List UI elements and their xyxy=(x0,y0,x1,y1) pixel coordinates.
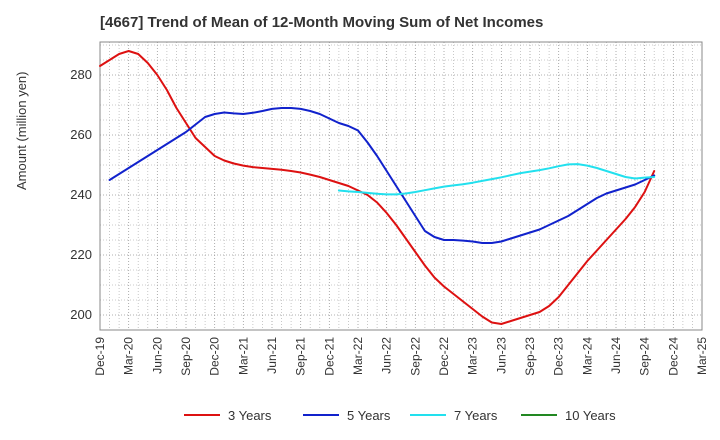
x-tick-label: Mar-20 xyxy=(122,337,136,375)
x-tick-label: Jun-20 xyxy=(150,337,164,374)
x-tick-label: Dec-20 xyxy=(208,337,222,376)
series-line-7-years xyxy=(337,163,656,196)
x-tick-label: Dec-21 xyxy=(322,337,336,376)
legend-swatch xyxy=(410,414,446,416)
chart-title: [4667] Trend of Mean of 12-Month Moving … xyxy=(100,14,544,31)
y-tick-label: 260 xyxy=(70,127,92,142)
x-tick-label: Sep-24 xyxy=(638,337,652,376)
x-tick-label: Jun-22 xyxy=(380,337,394,374)
x-tick-label: Dec-19 xyxy=(93,337,107,376)
x-tick-label: Sep-23 xyxy=(523,337,537,376)
legend: 3 Years 5 Years 7 Years 10 Years xyxy=(0,404,720,426)
legend-item: 3 Years xyxy=(184,404,271,426)
x-tick-label: Jun-24 xyxy=(609,337,623,374)
x-tick-label: Dec-24 xyxy=(666,337,680,376)
y-tick-label: 280 xyxy=(70,67,92,82)
legend-item: 7 Years xyxy=(410,404,497,426)
legend-label: 7 Years xyxy=(454,407,498,423)
x-tick-label: Sep-22 xyxy=(408,337,422,376)
y-tick-label: 220 xyxy=(70,247,92,262)
legend-swatch xyxy=(521,414,557,416)
legend-item: 5 Years xyxy=(303,404,390,426)
series-line-5-years xyxy=(108,107,656,244)
x-tick-label: Mar-22 xyxy=(351,337,365,375)
x-tick-label: Jun-23 xyxy=(494,337,508,374)
y-tick-label: 200 xyxy=(70,307,92,322)
legend-label: 3 Years xyxy=(228,407,272,423)
x-tick-label: Sep-21 xyxy=(294,337,308,376)
x-tick-label: Dec-22 xyxy=(437,337,451,376)
x-tick-label: Mar-21 xyxy=(236,337,250,375)
legend-swatch xyxy=(184,414,220,416)
legend-swatch xyxy=(303,414,339,416)
y-tick-label: 240 xyxy=(70,187,92,202)
x-tick-label: Jun-21 xyxy=(265,337,279,374)
plot-frame xyxy=(99,41,703,331)
x-tick-label: Mar-23 xyxy=(466,337,480,375)
x-tick-label: Mar-25 xyxy=(695,337,709,375)
x-tick-label: Sep-20 xyxy=(179,337,193,376)
legend-label: 5 Years xyxy=(347,407,391,423)
x-tick-label: Mar-24 xyxy=(580,337,594,375)
legend-label: 10 Years xyxy=(565,407,616,423)
x-tick-label: Dec-23 xyxy=(552,337,566,376)
legend-item: 10 Years xyxy=(521,404,616,426)
series-line-3-years xyxy=(99,50,656,325)
